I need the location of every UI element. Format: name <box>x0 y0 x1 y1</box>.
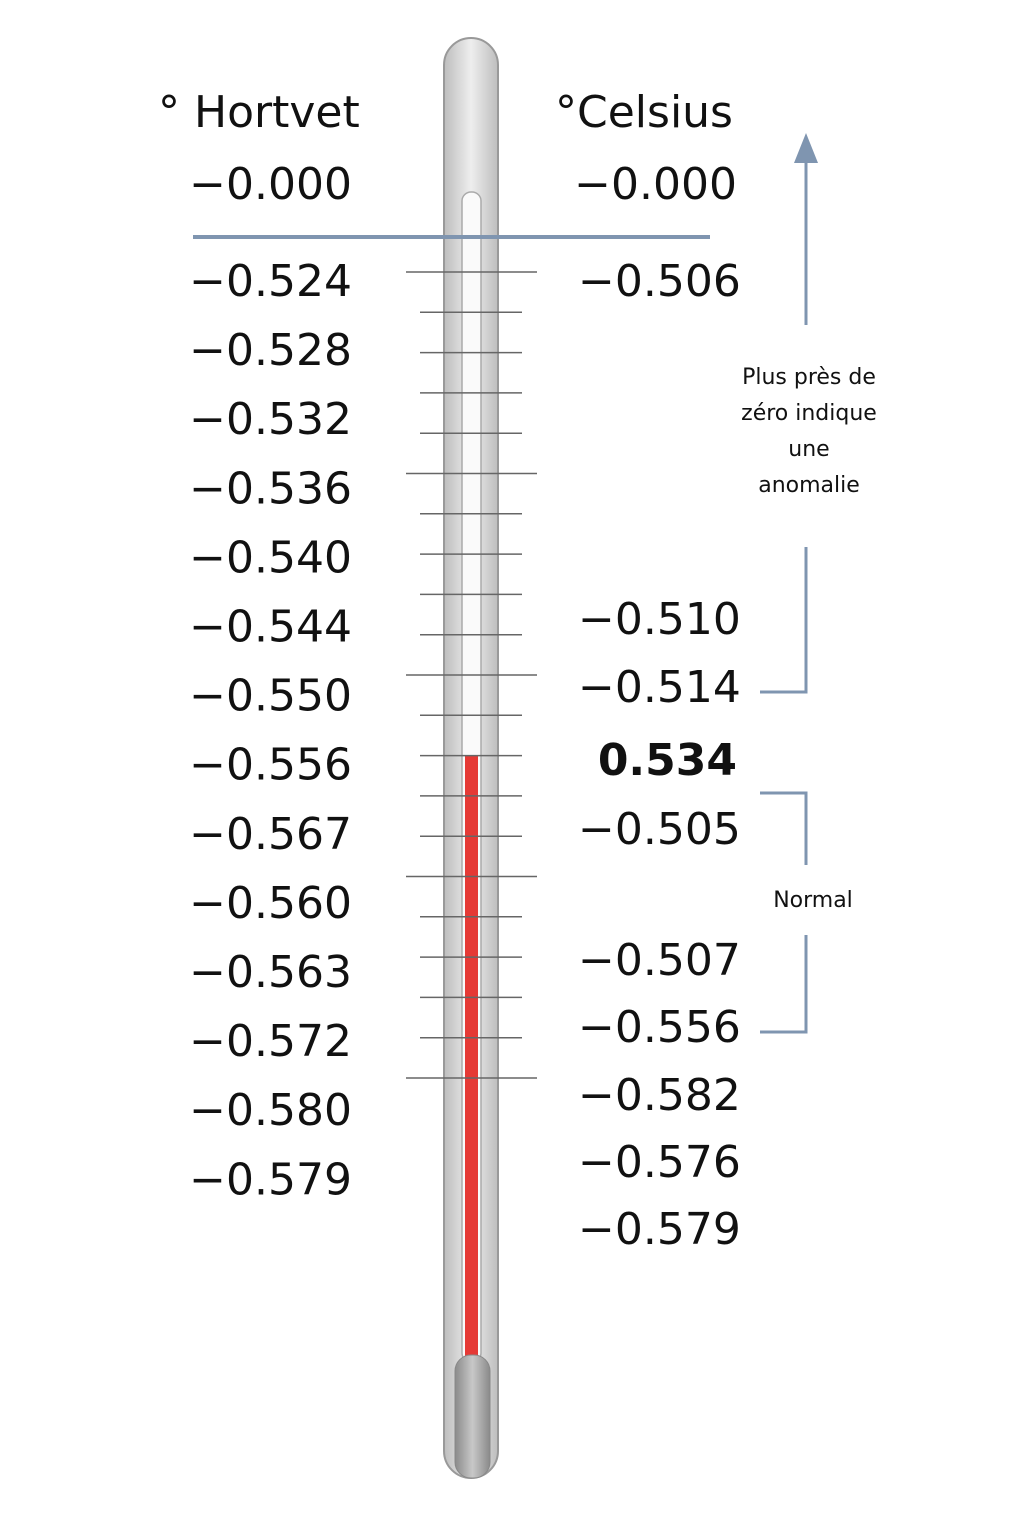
mercury <box>465 755 478 1360</box>
left-value: −0.556 <box>189 740 352 791</box>
anomaly-note: zéro indique <box>741 401 877 426</box>
right-value: −0.507 <box>578 935 741 986</box>
left-value: −0.579 <box>189 1154 352 1205</box>
left-value: −0.540 <box>189 532 352 583</box>
right-top: −0.000 <box>574 159 737 210</box>
left-value: −0.528 <box>189 325 352 376</box>
right-value: −0.576 <box>578 1137 741 1188</box>
right-value: −0.579 <box>578 1204 741 1255</box>
right-value: −0.556 <box>578 1002 741 1053</box>
left-value: −0.563 <box>189 947 352 998</box>
normal-label: Normal <box>773 888 853 913</box>
normal-bracket-bottom <box>760 935 808 1034</box>
brackets <box>760 133 818 1034</box>
right-value: −0.510 <box>578 594 741 645</box>
right-header: °Celsius <box>555 87 733 138</box>
left-value: −0.532 <box>189 394 352 445</box>
left-value: −0.572 <box>189 1016 352 1067</box>
right-value: −0.506 <box>578 256 741 307</box>
left-header: ° Hortvet <box>158 87 360 138</box>
anomaly-bracket <box>760 547 808 694</box>
anomaly-note: une <box>788 437 829 462</box>
arrow-head <box>794 133 818 163</box>
thermometer <box>406 37 537 1479</box>
left-value: −0.536 <box>189 463 352 514</box>
left-value: −0.550 <box>189 671 352 722</box>
left-value: −0.544 <box>189 602 352 653</box>
left-value: −0.567 <box>189 809 352 860</box>
left-value: −0.580 <box>189 1085 352 1136</box>
right-value: −0.514 <box>578 662 741 713</box>
ticks <box>406 271 537 1079</box>
highlight-value: 0.534 <box>598 735 737 786</box>
normal-bracket-top <box>760 791 808 865</box>
right-value: −0.582 <box>578 1070 741 1121</box>
left-top: −0.000 <box>189 159 352 210</box>
anomaly-note: anomalie <box>758 473 860 498</box>
right-value: −0.505 <box>578 804 741 855</box>
left-value: −0.560 <box>189 878 352 929</box>
left-value: −0.524 <box>189 256 352 307</box>
bulb <box>454 1354 491 1479</box>
anomaly-note: Plus près de <box>742 365 876 390</box>
